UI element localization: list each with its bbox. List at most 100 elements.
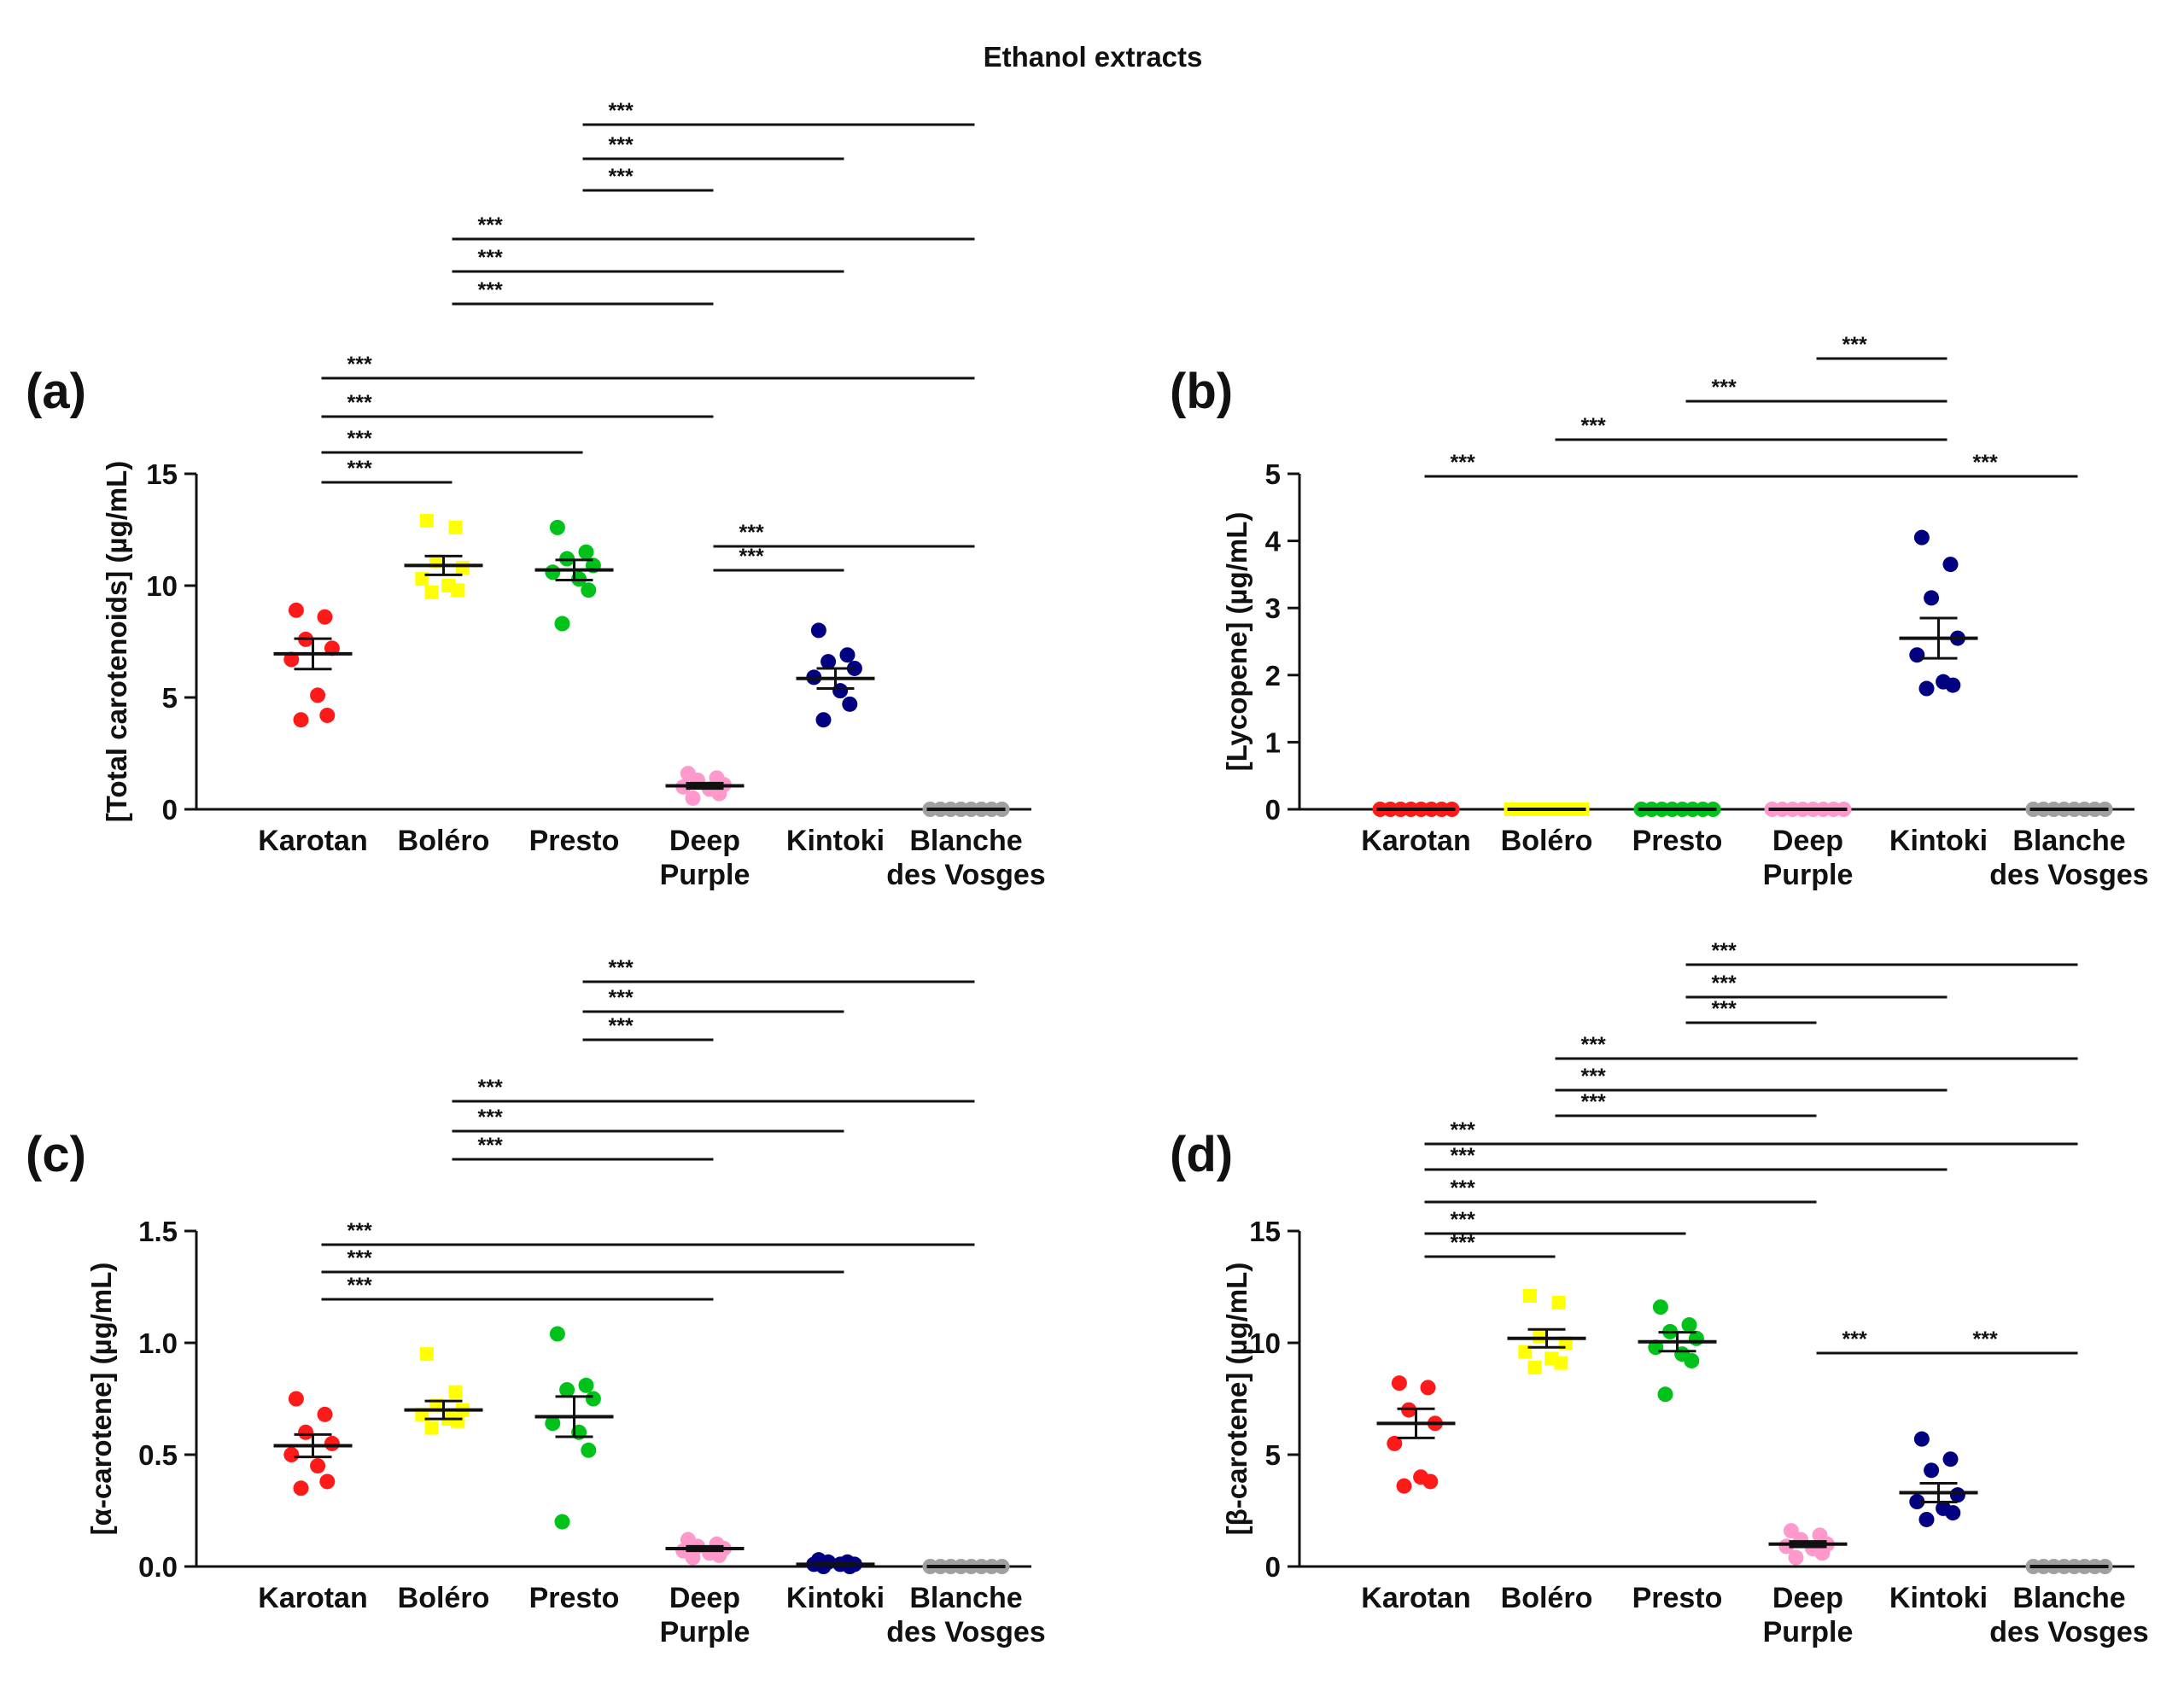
x-tick-label: Presto xyxy=(1632,1582,1723,1614)
y-axis-label: [β-carotene] (µg/mL) xyxy=(1221,1263,1253,1536)
panel-d: (d) 0 5 10 15 [β-carotene] (µg/mL) Karotan Bolé… xyxy=(1170,939,2149,1648)
panel-c: (c) 0.0 0.5 1.0 1.5 [α-carotene] (µg/mL) Karot… xyxy=(26,956,1046,1648)
data-point xyxy=(1396,1478,1412,1494)
significance-label: *** xyxy=(609,956,634,980)
significance-label: *** xyxy=(1712,997,1737,1021)
x-tick-label: Karotan xyxy=(258,1582,367,1614)
significance-label: *** xyxy=(739,521,764,545)
data-point xyxy=(581,582,597,598)
data-point xyxy=(545,1415,561,1432)
x-tick-label: Karotan xyxy=(1361,825,1470,857)
data-point xyxy=(1422,1473,1439,1490)
data-point xyxy=(298,1424,314,1440)
x-tick-label: Presto xyxy=(529,825,620,857)
data-point xyxy=(319,1473,336,1490)
data-point xyxy=(842,696,858,712)
data-point xyxy=(448,1385,463,1399)
significance-label: *** xyxy=(1581,414,1606,438)
data-point xyxy=(1522,1288,1537,1303)
data-point xyxy=(1420,1380,1436,1396)
data-point xyxy=(1788,1549,1804,1566)
significance-label: *** xyxy=(478,1134,503,1158)
significance-label: *** xyxy=(1842,1327,1867,1351)
y-tick-label: 10 xyxy=(1249,1327,1281,1359)
data-point xyxy=(317,1406,333,1422)
data-point xyxy=(288,602,304,618)
y-tick-label: 10 xyxy=(146,570,178,602)
significance-label: *** xyxy=(347,391,372,415)
data-point xyxy=(1551,1295,1566,1310)
y-axis-label: [α-carotene] (µg/mL) xyxy=(85,1263,117,1536)
data-point xyxy=(549,1326,565,1342)
x-tick-label: Kintoki xyxy=(786,825,885,857)
significance-label: *** xyxy=(1451,1231,1475,1255)
data-point xyxy=(1942,1451,1959,1467)
x-tick-label: Kintoki xyxy=(1889,1582,1988,1614)
significance-label: *** xyxy=(1842,333,1867,357)
data-point xyxy=(324,640,340,656)
y-tick-label: 5 xyxy=(1265,458,1281,490)
data-point xyxy=(810,622,826,639)
significance-label: *** xyxy=(609,1014,634,1038)
y-tick-label: 1.5 xyxy=(138,1216,178,1247)
data-point xyxy=(1391,1375,1407,1392)
significance-label: *** xyxy=(1973,451,1998,475)
data-point xyxy=(1945,1505,1961,1521)
data-point xyxy=(293,1480,309,1497)
significance-label: *** xyxy=(1712,939,1737,963)
data-point xyxy=(549,519,565,535)
significance-label: *** xyxy=(1451,1118,1475,1142)
significance-label: *** xyxy=(609,99,634,123)
data-point xyxy=(559,1382,575,1398)
data-point xyxy=(1684,1352,1700,1368)
data-point xyxy=(424,585,439,599)
data-point xyxy=(554,616,570,632)
significance-label: *** xyxy=(1712,971,1737,995)
significance-label: *** xyxy=(347,1274,372,1298)
x-tick-label: Presto xyxy=(529,1582,620,1614)
data-point xyxy=(1945,677,1961,693)
significance-label: *** xyxy=(478,246,503,270)
x-tick-label: Presto xyxy=(1632,825,1723,857)
significance-label: *** xyxy=(478,1106,503,1129)
panel-label: (c) xyxy=(26,1127,86,1182)
x-tick-label: Deep Purple xyxy=(1763,1582,1854,1648)
x-tick-label: Kintoki xyxy=(786,1582,885,1614)
data-point xyxy=(288,1391,304,1407)
data-point xyxy=(820,654,837,670)
significance-label: *** xyxy=(478,1076,503,1100)
data-point xyxy=(1527,1360,1542,1374)
significance-label: *** xyxy=(478,278,503,302)
data-point xyxy=(815,1559,832,1574)
x-tick-label: Blanche des Vosges xyxy=(1989,825,2148,891)
data-point xyxy=(310,687,326,703)
data-point xyxy=(685,790,701,806)
y-tick-label: 0.0 xyxy=(138,1551,178,1583)
y-tick-label: 0 xyxy=(1265,1551,1281,1583)
data-point xyxy=(545,564,561,581)
data-point xyxy=(1949,1487,1965,1503)
data-point xyxy=(1924,590,1940,606)
y-tick-label: 5 xyxy=(1265,1439,1281,1471)
data-point xyxy=(1924,1462,1940,1479)
y-tick-label: 4 xyxy=(1265,526,1282,557)
data-point xyxy=(1652,1299,1668,1316)
x-tick-label: Deep Purple xyxy=(660,825,750,891)
y-tick-label: 5 xyxy=(162,682,178,714)
data-point xyxy=(424,1421,439,1435)
data-point xyxy=(283,1447,300,1462)
significance-label: *** xyxy=(347,457,372,481)
data-point xyxy=(317,609,333,625)
panel-b: (b) 0 1 2 3 4 5 [Lycopene] (µg/mL) Karotan Boléro… xyxy=(1170,333,2149,891)
x-tick-label: Karotan xyxy=(1361,1582,1470,1614)
significance-label: *** xyxy=(347,1219,372,1243)
data-point xyxy=(578,544,594,560)
data-point xyxy=(1387,1435,1403,1451)
y-tick-label: 0 xyxy=(1265,794,1281,826)
data-point xyxy=(842,1559,858,1574)
x-tick-label: Boléro xyxy=(398,825,490,857)
panel-label: (a) xyxy=(26,364,86,419)
data-point xyxy=(1913,529,1930,546)
significance-label: *** xyxy=(609,165,634,189)
data-point xyxy=(581,1442,597,1458)
